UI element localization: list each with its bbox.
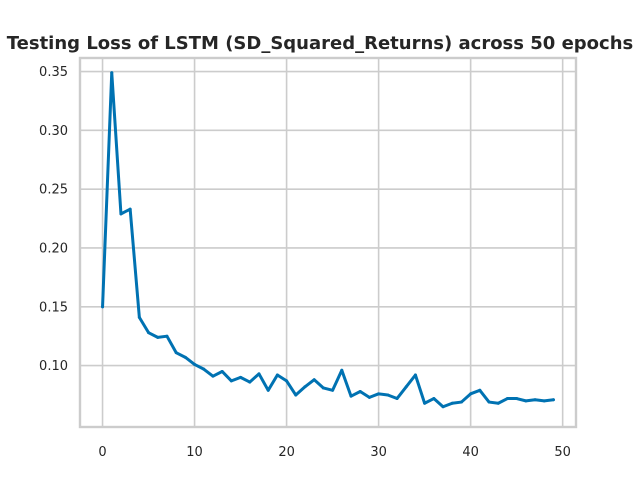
data-point xyxy=(551,398,555,402)
data-point xyxy=(229,379,233,383)
data-point xyxy=(358,389,362,393)
data-point xyxy=(423,401,427,405)
data-point xyxy=(202,367,206,371)
data-point xyxy=(505,397,509,401)
x-tick-labels: 0 10 20 30 40 50 xyxy=(98,445,571,460)
data-point xyxy=(303,385,307,389)
data-point xyxy=(285,379,289,383)
data-point xyxy=(321,386,325,390)
data-point xyxy=(478,388,482,392)
data-point xyxy=(496,401,500,405)
data-point xyxy=(432,397,436,401)
data-point xyxy=(312,378,316,382)
data-point xyxy=(377,392,381,396)
y-tick-label: 0.30 xyxy=(39,124,68,139)
x-tick-label: 30 xyxy=(370,445,387,460)
data-point xyxy=(533,398,537,402)
y-tick-label: 0.20 xyxy=(39,241,68,256)
data-point xyxy=(137,315,141,319)
data-point xyxy=(367,395,371,399)
data-point xyxy=(469,392,473,396)
data-point xyxy=(193,362,197,366)
data-point xyxy=(275,373,279,377)
data-point xyxy=(257,372,261,376)
data-point xyxy=(515,397,519,401)
y-tick-label: 0.25 xyxy=(39,183,68,198)
data-point xyxy=(110,71,114,75)
data-point xyxy=(294,393,298,397)
data-point xyxy=(248,380,252,384)
data-point xyxy=(211,374,215,378)
data-point xyxy=(524,399,528,403)
y-tick-labels: 0.10 0.15 0.20 0.25 0.30 0.35 xyxy=(39,65,68,374)
data-point xyxy=(331,388,335,392)
data-point xyxy=(349,394,353,398)
data-point xyxy=(459,400,463,404)
data-point xyxy=(395,397,399,401)
data-point xyxy=(340,368,344,372)
x-tick-label: 50 xyxy=(554,445,571,460)
x-tick-label: 0 xyxy=(98,445,106,460)
data-point xyxy=(404,385,408,389)
y-tick-label: 0.15 xyxy=(39,300,68,315)
data-point xyxy=(450,401,454,405)
x-tick-label: 10 xyxy=(186,445,203,460)
data-point xyxy=(413,373,417,377)
y-tick-label: 0.35 xyxy=(39,65,68,80)
data-point xyxy=(220,369,224,373)
data-point xyxy=(119,212,123,216)
series-line xyxy=(101,71,555,409)
chart-title: Testing Loss of LSTM (SD_Squared_Returns… xyxy=(7,33,633,54)
data-point xyxy=(441,405,445,409)
data-point xyxy=(239,375,243,379)
grid-layer xyxy=(80,58,576,427)
data-point xyxy=(165,334,169,338)
x-tick-label: 20 xyxy=(278,445,295,460)
data-point xyxy=(101,305,105,309)
series-layer xyxy=(101,71,555,409)
y-tick-label: 0.10 xyxy=(39,359,68,374)
data-point xyxy=(183,355,187,359)
data-point xyxy=(128,207,132,211)
data-point xyxy=(487,400,491,404)
data-point xyxy=(386,393,390,397)
data-point xyxy=(266,388,270,392)
data-point xyxy=(156,335,160,339)
data-point xyxy=(174,351,178,355)
x-tick-label: 40 xyxy=(462,445,479,460)
data-point xyxy=(147,331,151,335)
axes-frame xyxy=(78,56,578,429)
data-point xyxy=(542,399,546,403)
